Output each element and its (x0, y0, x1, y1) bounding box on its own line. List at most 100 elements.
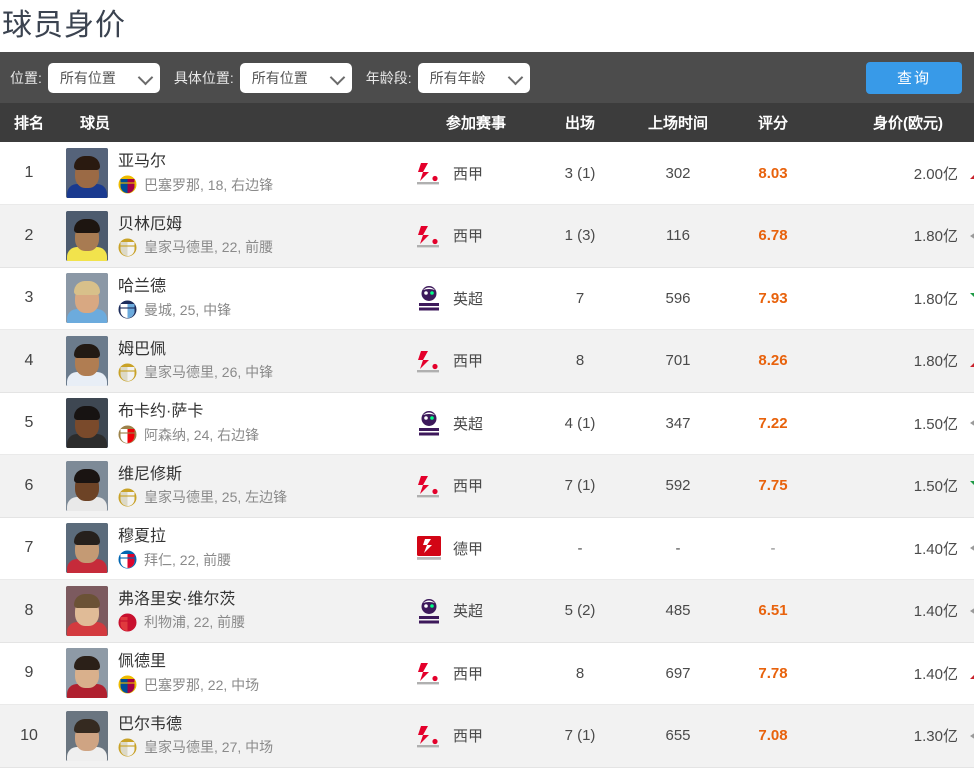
table-row[interactable]: 2 贝林厄姆 皇家马德里, 22, 前腰 西甲 1 (3) 116 6.78 1.80亿 (0, 204, 974, 268)
table-row[interactable]: 1 亚马尔 巴塞罗那, 18, 右边锋 西甲 3 (1) 302 8.03 2.00亿 (0, 142, 974, 205)
detail-position-select[interactable]: 所有位置 (239, 62, 352, 93)
cell-apps: 4 (1) (536, 392, 624, 455)
cell-apps: 8 (536, 642, 624, 705)
cell-value: 2.00亿 (814, 142, 974, 205)
cell-rank: 3 (0, 267, 58, 330)
cell-apps: 7 (1) (536, 454, 624, 518)
column-header-league[interactable]: 参加赛事 (410, 103, 536, 142)
club-crest-icon (118, 488, 137, 507)
league-name[interactable]: 西甲 (453, 478, 484, 496)
filter-position: 位置: 所有位置 (10, 62, 160, 93)
cell-minutes: 347 (624, 392, 732, 455)
league-name[interactable]: 西甲 (453, 665, 484, 683)
trend-flat-icon (970, 227, 974, 245)
column-header-player[interactable]: 球员 (58, 103, 410, 142)
club-crest-icon (118, 300, 137, 319)
column-header-value[interactable]: 身价(欧元) (814, 103, 974, 142)
player-name-link[interactable]: 贝林厄姆 (118, 215, 183, 233)
league-name[interactable]: 西甲 (453, 353, 484, 371)
table-row[interactable]: 10 巴尔韦德 皇家马德里, 27, 中场 西甲 7 (1) 655 7.08 1.30亿 (0, 704, 974, 768)
table-row[interactable]: 9 佩德里 巴塞罗那, 22, 中场 西甲 8 697 7.78 1.40亿 (0, 642, 974, 705)
league-name[interactable]: 德甲 (453, 540, 484, 558)
player-photo (66, 523, 108, 574)
league-name[interactable]: 西甲 (453, 165, 484, 183)
table-row[interactable]: 3 哈兰德 曼城, 25, 中锋 英超 7 596 7.93 1.80亿 (0, 267, 974, 330)
league-cell: 德甲 (410, 533, 536, 563)
player-info: 佩德里巴塞罗那, 22, 中场 (118, 652, 259, 694)
cell-rank: 1 (0, 142, 58, 205)
league-name[interactable]: 英超 (453, 603, 484, 621)
player-name-link[interactable]: 佩德里 (118, 653, 167, 671)
player-photo (66, 148, 108, 198)
cell-rating: 7.78 (732, 642, 814, 705)
table-body: 1 亚马尔 巴塞罗那, 18, 右边锋 西甲 3 (1) 302 8.03 2.00亿 2 贝林厄… (0, 142, 974, 768)
table-header: 排名 球员 参加赛事 出场 上场时间 评分 身价(欧元) (0, 103, 974, 142)
cell-player: 姆巴佩皇家马德里, 26, 中锋 (58, 329, 410, 393)
position-select[interactable]: 所有位置 (47, 62, 160, 93)
player-info: 布卡约·萨卡 阿森纳, 24, 右边锋 (118, 402, 259, 444)
player-meta-text: 皇家马德里, 27, 中场 (144, 739, 274, 756)
player-name-link[interactable]: 姆巴佩 (118, 340, 167, 358)
cell-rating: 6.51 (732, 579, 814, 643)
table-row[interactable]: 4 姆巴佩 皇家马德里, 26, 中锋 西甲 8 701 8.26 1.80亿 (0, 329, 974, 393)
cell-apps: - (536, 517, 624, 580)
player-meta: 巴塞罗那, 22, 中场 (118, 675, 259, 694)
player-meta-text: 拜仁, 22, 前腰 (144, 551, 232, 568)
age-range-select[interactable]: 所有年龄 (417, 62, 530, 93)
table-row[interactable]: 7 穆夏拉 拜仁, 22, 前腰 德甲 - - -1.40亿 (0, 517, 974, 580)
club-crest-icon (118, 238, 137, 257)
cell-rank: 10 (0, 704, 58, 768)
table-row[interactable]: 8 弗洛里安·维尔茨 利物浦, 22, 前腰 英超 5 (2) 485 6.51 1.40亿 (0, 579, 974, 643)
player-name-link[interactable]: 巴尔韦德 (118, 715, 183, 733)
trend-down-icon (970, 289, 974, 307)
column-header-minutes[interactable]: 上场时间 (624, 103, 732, 142)
league-name[interactable]: 英超 (453, 290, 484, 308)
column-header-rank[interactable]: 排名 (0, 103, 58, 142)
trend-up-icon (970, 352, 974, 370)
player-meta: 皇家马德里, 27, 中场 (118, 738, 273, 757)
league-name[interactable]: 英超 (453, 415, 484, 433)
cell-value: 1.40亿 (814, 517, 974, 580)
player-cell: 哈兰德 曼城, 25, 中锋 (58, 273, 410, 324)
page-title: 球员身价 (2, 9, 126, 42)
player-meta-text: 皇家马德里, 22, 前腰 (144, 239, 274, 256)
player-cell: 布卡约·萨卡 阿森纳, 24, 右边锋 (58, 398, 410, 449)
chevron-down-icon (137, 69, 154, 85)
value-cell: 1.50亿 (814, 413, 974, 434)
cell-apps: 7 (536, 267, 624, 330)
filter-bar: 位置: 所有位置 具体位置: 所有位置 年龄段: 所有年龄 查询 (0, 52, 974, 103)
league-name[interactable]: 西甲 (453, 228, 484, 246)
cell-minutes: 485 (624, 579, 732, 643)
league-cell: 西甲 (410, 221, 536, 251)
cell-minutes: 592 (624, 454, 732, 518)
value-cell: 1.50亿 (814, 475, 974, 496)
cell-player: 亚马尔 巴塞罗那, 18, 右边锋 (58, 142, 410, 205)
player-meta: 拜仁, 22, 前腰 (118, 550, 231, 569)
player-name-link[interactable]: 弗洛里安·维尔茨 (118, 590, 236, 608)
player-cell: 弗洛里安·维尔茨 利物浦, 22, 前腰 (58, 585, 410, 636)
cell-rank: 6 (0, 454, 58, 518)
player-name-link[interactable]: 穆夏拉 (118, 528, 167, 546)
table-row[interactable]: 5 布卡约·萨卡 阿森纳, 24, 右边锋 英超 4 (1) 347 7.22 1.50亿 (0, 392, 974, 455)
column-header-apps[interactable]: 出场 (536, 103, 624, 142)
market-value: 1.50亿 (913, 415, 958, 433)
player-cell: 贝林厄姆皇家马德里, 22, 前腰 (58, 210, 410, 261)
player-name-link[interactable]: 哈兰德 (118, 278, 167, 296)
player-name-link[interactable]: 亚马尔 (118, 153, 167, 170)
market-value: 1.40亿 (913, 540, 958, 558)
league-cell: 西甲 (410, 721, 536, 751)
table-row[interactable]: 6 维尼修斯 皇家马德里, 25, 左边锋 西甲 7 (1) 592 7.75 1.50亿 (0, 454, 974, 518)
league-name[interactable]: 西甲 (453, 728, 484, 746)
trend-flat-icon (970, 414, 974, 432)
search-button[interactable]: 查询 (866, 61, 962, 94)
cell-value: 1.80亿 (814, 329, 974, 393)
player-name-link[interactable]: 维尼修斯 (118, 465, 183, 483)
column-header-rating[interactable]: 评分 (732, 103, 814, 142)
cell-rank: 5 (0, 392, 58, 455)
value-cell: 1.40亿 (814, 663, 974, 684)
player-name-link[interactable]: 布卡约·萨卡 (118, 403, 204, 421)
player-meta-text: 巴塞罗那, 22, 中场 (144, 676, 260, 693)
player-meta: 皇家马德里, 26, 中锋 (118, 363, 273, 382)
trend-flat-icon (970, 727, 974, 745)
cell-player: 贝林厄姆皇家马德里, 22, 前腰 (58, 204, 410, 268)
